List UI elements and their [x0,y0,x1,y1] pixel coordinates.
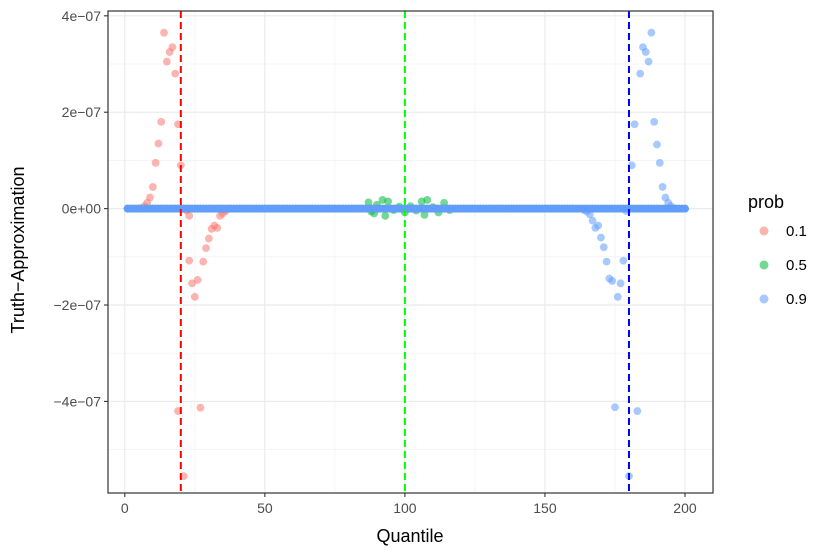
data-point [151,158,160,167]
data-point [681,204,689,213]
y-axis-title: Truth−Approximation [8,167,28,334]
x-tick-label: 0 [121,500,129,516]
data-point [597,233,605,242]
data-point [168,43,177,52]
y-tick-label: 2e−07 [62,104,102,120]
data-point [594,221,603,230]
data-point [655,158,664,167]
data-point [636,69,645,78]
data-point [160,28,168,37]
legend: prob 0.1 0.5 0.9 [748,192,807,308]
data-point [650,117,659,126]
y-tick-label: −4e−07 [54,393,102,409]
legend-key-0.9 [759,294,769,304]
x-tick-label: 200 [673,500,697,516]
data-point [188,279,196,288]
data-point [202,244,210,253]
data-point [653,140,661,149]
data-point [157,117,166,126]
data-point [381,211,390,220]
data-point [420,210,429,219]
data-point [630,120,639,129]
data-point [423,196,432,204]
y-tick-label: 4e−07 [62,8,102,24]
data-point [647,28,656,37]
data-point [185,256,194,265]
x-tick-label: 100 [393,500,417,516]
data-point [440,198,449,207]
x-tick-label: 150 [533,500,557,516]
legend-key-0.5 [759,260,769,270]
panel-background [108,11,713,493]
data-point [613,292,622,301]
x-tick-label: 50 [257,500,273,516]
data-point [171,69,180,78]
data-point [585,210,594,219]
data-point [588,216,597,225]
data-point [384,197,392,206]
y-axis-ticks: 4e−07 2e−07 0e+00 −2e−07 −4e−07 [54,8,108,409]
data-point [599,243,608,252]
data-point [633,407,642,415]
x-axis-ticks: 0 50 100 150 200 [121,493,697,516]
data-point [669,204,678,213]
panel-frame [107,10,714,494]
legend-key-0.1 [759,226,769,236]
data-point [641,48,650,56]
legend-label-0.5: 0.5 [786,257,807,274]
data-point [196,403,205,412]
plot-panel [108,11,713,493]
y-tick-label: −2e−07 [54,297,102,313]
legend-title: prob [748,192,784,212]
data-point [611,403,619,412]
legend-label-0.1: 0.1 [786,223,807,240]
data-point [644,57,653,66]
y-tick-label: 0e+00 [62,201,102,217]
data-point [213,224,222,232]
x-axis-title: Quantile [376,526,443,546]
data-point [616,279,625,288]
data-point [199,257,208,266]
reference-lines [179,11,630,493]
data-point [185,211,194,220]
data-point [193,276,202,284]
data-point [658,183,667,191]
data-point [190,292,199,301]
data-point [204,234,213,243]
data-point [364,198,373,207]
legend-label-0.9: 0.9 [786,291,807,308]
data-point [154,139,163,148]
data-point [608,277,617,285]
panel-border [107,10,714,494]
data-point [619,256,628,265]
data-point [162,57,171,66]
data-point [602,257,611,266]
data-point [146,193,154,202]
data-point [148,183,157,191]
